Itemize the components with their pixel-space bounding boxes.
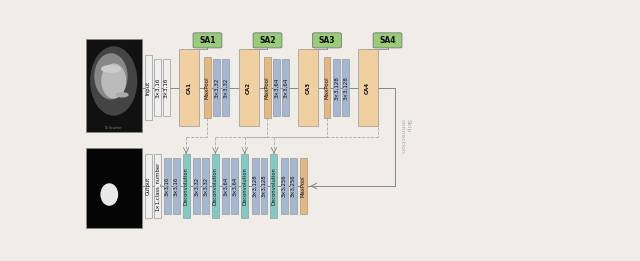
FancyBboxPatch shape (290, 158, 297, 214)
Text: 3×3,256: 3×3,256 (291, 175, 296, 197)
Text: MaxPool: MaxPool (205, 76, 210, 99)
FancyBboxPatch shape (281, 158, 288, 214)
Text: Input: Input (146, 80, 151, 95)
Text: 3×3,32: 3×3,32 (194, 176, 199, 196)
Text: MaxPool: MaxPool (265, 76, 270, 99)
Text: CA3: CA3 (306, 81, 310, 94)
Text: Deconvolution: Deconvolution (184, 167, 189, 205)
Bar (86, 39, 141, 132)
Circle shape (101, 65, 121, 73)
Text: MaxPool: MaxPool (324, 76, 330, 99)
Ellipse shape (90, 46, 138, 116)
FancyBboxPatch shape (298, 49, 318, 126)
Text: 3×3,32: 3×3,32 (223, 78, 228, 98)
FancyBboxPatch shape (182, 154, 189, 218)
Text: 3×3,64: 3×3,64 (223, 176, 228, 196)
FancyBboxPatch shape (164, 158, 171, 214)
FancyBboxPatch shape (300, 158, 307, 214)
Text: 3×3,128: 3×3,128 (343, 76, 348, 99)
FancyBboxPatch shape (204, 57, 211, 118)
Text: SA4: SA4 (380, 36, 396, 45)
Bar (86, 148, 141, 228)
Ellipse shape (100, 183, 118, 206)
Text: Skip
connection: Skip connection (400, 119, 411, 154)
Text: 3×3,128: 3×3,128 (334, 76, 339, 99)
FancyBboxPatch shape (273, 60, 280, 116)
Text: CA1: CA1 (187, 82, 191, 94)
Text: 3×3,16: 3×3,16 (164, 78, 169, 98)
FancyBboxPatch shape (154, 60, 161, 116)
Text: 3×3,256: 3×3,256 (282, 175, 287, 197)
Text: 3×3,16: 3×3,16 (173, 176, 179, 196)
FancyBboxPatch shape (260, 158, 268, 214)
FancyBboxPatch shape (342, 60, 349, 116)
FancyBboxPatch shape (312, 33, 341, 48)
FancyBboxPatch shape (271, 154, 277, 218)
FancyBboxPatch shape (231, 158, 238, 214)
Text: Deconvolution: Deconvolution (242, 167, 247, 205)
FancyBboxPatch shape (373, 33, 402, 48)
Ellipse shape (101, 63, 126, 98)
Text: 3×3,64: 3×3,64 (232, 176, 237, 196)
FancyBboxPatch shape (239, 49, 259, 126)
Text: 3×3,32: 3×3,32 (203, 176, 208, 196)
FancyBboxPatch shape (333, 60, 340, 116)
FancyBboxPatch shape (145, 55, 152, 120)
FancyBboxPatch shape (324, 57, 330, 118)
Text: 1×1,class_number: 1×1,class_number (155, 161, 161, 211)
Text: CA2: CA2 (246, 82, 251, 94)
Ellipse shape (94, 53, 127, 99)
FancyBboxPatch shape (212, 154, 219, 218)
Text: 3×3,16: 3×3,16 (164, 176, 170, 196)
FancyBboxPatch shape (202, 158, 209, 214)
Text: MaxPool: MaxPool (301, 175, 306, 197)
FancyBboxPatch shape (358, 49, 378, 126)
Text: SA1: SA1 (199, 36, 216, 45)
FancyBboxPatch shape (222, 158, 229, 214)
Text: 3×3,32: 3×3,32 (214, 78, 220, 98)
FancyBboxPatch shape (282, 60, 289, 116)
FancyBboxPatch shape (193, 33, 222, 48)
Text: Output: Output (146, 177, 151, 195)
FancyBboxPatch shape (213, 60, 220, 116)
FancyBboxPatch shape (193, 158, 200, 214)
Text: SA3: SA3 (319, 36, 335, 45)
FancyBboxPatch shape (154, 154, 161, 218)
FancyBboxPatch shape (163, 60, 170, 116)
FancyBboxPatch shape (222, 60, 229, 116)
FancyBboxPatch shape (179, 49, 199, 126)
FancyBboxPatch shape (253, 33, 282, 48)
Text: 3×3,128: 3×3,128 (253, 175, 257, 197)
FancyBboxPatch shape (241, 154, 248, 218)
Text: 3×3,64: 3×3,64 (284, 78, 289, 98)
Text: SA2: SA2 (259, 36, 276, 45)
Text: Deconvolution: Deconvolution (213, 167, 218, 205)
Circle shape (115, 92, 129, 98)
Text: CA4: CA4 (365, 81, 370, 94)
FancyBboxPatch shape (252, 158, 259, 214)
Text: Deconvolution: Deconvolution (271, 167, 276, 205)
Text: 3×3,128: 3×3,128 (262, 175, 266, 197)
FancyBboxPatch shape (173, 158, 180, 214)
Text: 3×3,64: 3×3,64 (275, 78, 280, 98)
Text: Di Scanner: Di Scanner (106, 126, 122, 130)
FancyBboxPatch shape (264, 57, 271, 118)
Text: 3×3,16: 3×3,16 (155, 78, 160, 98)
FancyBboxPatch shape (145, 154, 152, 218)
